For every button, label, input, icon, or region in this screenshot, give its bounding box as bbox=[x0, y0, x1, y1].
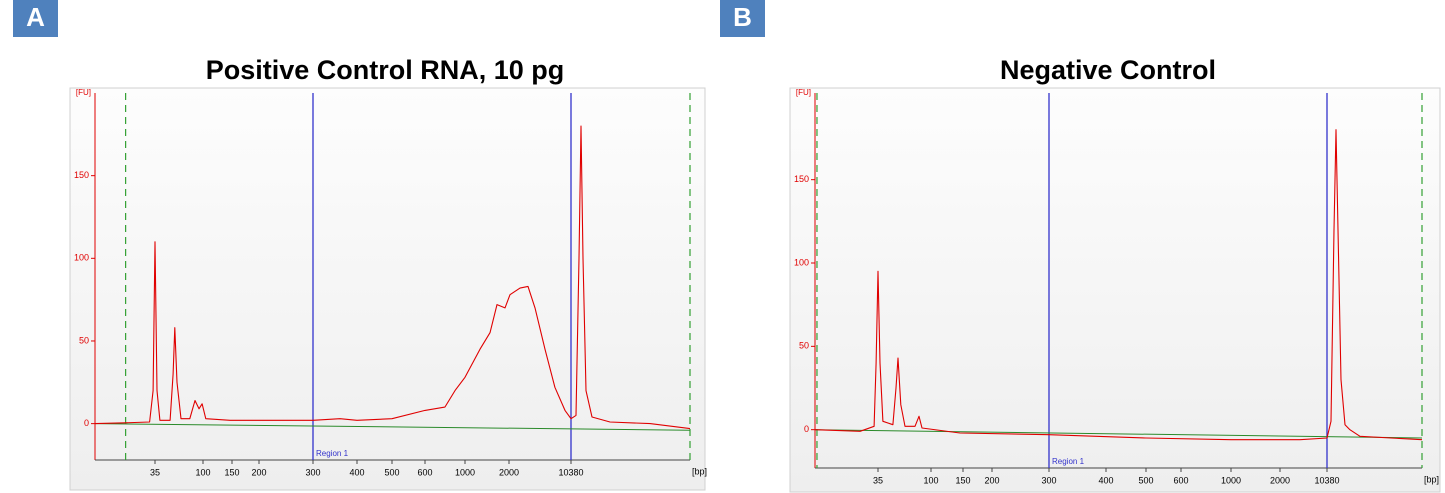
plot-frame bbox=[69, 87, 706, 491]
y-tick-label: 0 bbox=[804, 424, 809, 434]
x-tick-label: 1000 bbox=[1221, 475, 1241, 485]
x-tick-label: 100 bbox=[195, 467, 210, 477]
y-tick-label: 0 bbox=[84, 418, 89, 428]
x-tick-label: 200 bbox=[984, 475, 999, 485]
y-tick-label: 50 bbox=[79, 335, 89, 345]
x-tick-label: 150 bbox=[955, 475, 970, 485]
plot-frame bbox=[789, 87, 1441, 493]
x-tick-label: 400 bbox=[349, 467, 364, 477]
region-label: Region 1 bbox=[1052, 457, 1085, 466]
chart-title: Positive Control RNA, 10 pg bbox=[206, 55, 565, 85]
x-tick-label: 300 bbox=[1041, 475, 1056, 485]
x-tick-label: 35 bbox=[873, 475, 883, 485]
x-tick-label: 600 bbox=[417, 467, 432, 477]
y-tick-label: 150 bbox=[794, 174, 809, 184]
x-axis-label: [bp] bbox=[1424, 474, 1439, 484]
trace bbox=[814, 129, 1423, 441]
panel-letter: A bbox=[26, 2, 45, 32]
x-tick-label: 500 bbox=[384, 467, 399, 477]
x-tick-label: 35 bbox=[150, 467, 160, 477]
y-tick-label: 100 bbox=[794, 257, 809, 267]
region-label: Region 1 bbox=[316, 449, 349, 458]
baseline bbox=[814, 429, 1423, 439]
x-tick-label: 100 bbox=[923, 475, 938, 485]
y-tick-label: 100 bbox=[74, 253, 89, 263]
x-tick-label: 2000 bbox=[1270, 475, 1290, 485]
y-axis-label: [FU] bbox=[796, 88, 811, 97]
y-tick-label: 150 bbox=[74, 170, 89, 180]
x-tick-label: 600 bbox=[1173, 475, 1188, 485]
x-tick-label: 500 bbox=[1138, 475, 1153, 485]
panel-letter-box bbox=[720, 0, 765, 37]
panel-letter-box bbox=[13, 0, 58, 37]
trace bbox=[94, 125, 691, 430]
x-axis-label: [bp] bbox=[692, 466, 707, 476]
x-tick-label: 150 bbox=[224, 467, 239, 477]
x-tick-label: 10380 bbox=[1314, 475, 1339, 485]
baseline bbox=[94, 423, 691, 431]
chart-title: Negative Control bbox=[1000, 55, 1216, 85]
x-tick-label: 2000 bbox=[499, 467, 519, 477]
x-tick-label: 10380 bbox=[558, 467, 583, 477]
x-tick-label: 200 bbox=[251, 467, 266, 477]
x-tick-label: 300 bbox=[305, 467, 320, 477]
x-tick-label: 400 bbox=[1098, 475, 1113, 485]
y-axis-label: [FU] bbox=[76, 88, 91, 97]
panel-letter: B bbox=[733, 2, 752, 32]
x-tick-label: 1000 bbox=[455, 467, 475, 477]
y-tick-label: 50 bbox=[799, 341, 809, 351]
